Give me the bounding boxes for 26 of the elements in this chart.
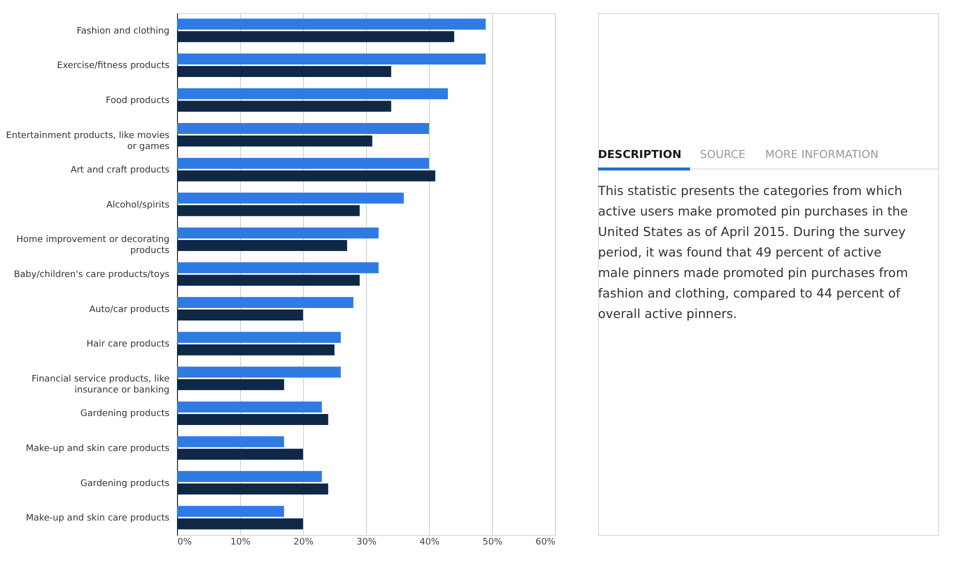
text: DESCRIPTION bbox=[598, 148, 682, 161]
x-tick-label: 60% bbox=[535, 538, 556, 548]
y-tick-label: Auto/car products bbox=[89, 304, 170, 315]
y-tick-label: Gardening products bbox=[80, 409, 170, 420]
y-tick-label: Art and craft products bbox=[70, 166, 170, 176]
y-tick-label: Hair care products bbox=[86, 340, 170, 350]
x-tick-label: 40% bbox=[419, 538, 440, 548]
text: MORE INFORMATION bbox=[765, 148, 878, 161]
y-tick-label: Baby/children's care products/toys bbox=[14, 270, 170, 280]
x-tick-label: 50% bbox=[482, 538, 503, 548]
y-tick-label: Make-up and skin care products bbox=[26, 444, 170, 454]
x-tick-label: 20% bbox=[293, 538, 314, 548]
text: This statistic presents the categories from which active users make promoted pin purchases in the United States as of April 2015. During the survey period, it was found that 49 percent of active male pinners made promoted pin purchases from fashion and clothing, compared to 44 percent of overall active pinners. bbox=[597, 183, 908, 321]
x-tick-label: 10% bbox=[230, 538, 251, 548]
x-tick-label: 0% bbox=[178, 538, 192, 548]
y-tick-label: Fashion and clothing bbox=[76, 26, 170, 36]
y-tick-label: Food products bbox=[106, 96, 170, 106]
y-tick-label: Alcohol/spirits bbox=[106, 200, 170, 210]
y-tick-label: Entertainment products, like movies or games bbox=[6, 130, 170, 152]
y-tick-label: Make-up and skin care products bbox=[26, 514, 170, 524]
text: SOURCE bbox=[700, 148, 746, 161]
y-tick-label: Gardening products bbox=[80, 478, 170, 489]
y-tick-label: Financial service products, like insurance or banking bbox=[32, 374, 170, 396]
y-tick-label: Exercise/fitness products bbox=[57, 61, 170, 72]
x-tick-label: 30% bbox=[356, 538, 377, 548]
y-tick-label: Home improvement or decorating products bbox=[16, 235, 170, 256]
